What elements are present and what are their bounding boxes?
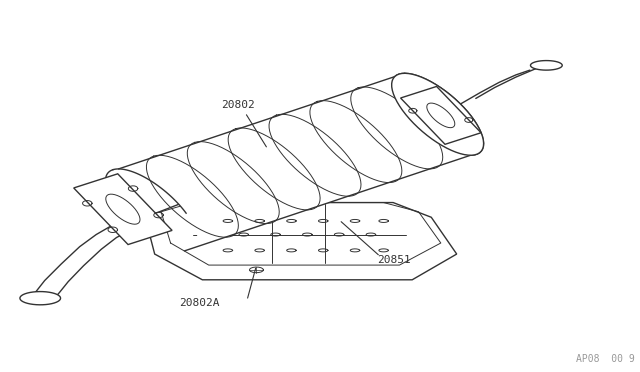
Polygon shape [392,73,484,155]
Polygon shape [531,61,563,70]
Polygon shape [28,227,131,301]
Polygon shape [20,292,61,305]
Text: 20802A: 20802A [179,298,220,308]
Polygon shape [401,86,481,144]
Text: AP08  00 9: AP08 00 9 [576,355,635,365]
Text: 20802: 20802 [221,100,255,110]
Polygon shape [392,73,484,155]
Polygon shape [145,202,457,280]
Polygon shape [118,73,470,251]
Text: 20851: 20851 [377,254,411,264]
Polygon shape [427,103,455,128]
Polygon shape [461,64,550,104]
Polygon shape [74,174,172,244]
Polygon shape [106,194,140,224]
